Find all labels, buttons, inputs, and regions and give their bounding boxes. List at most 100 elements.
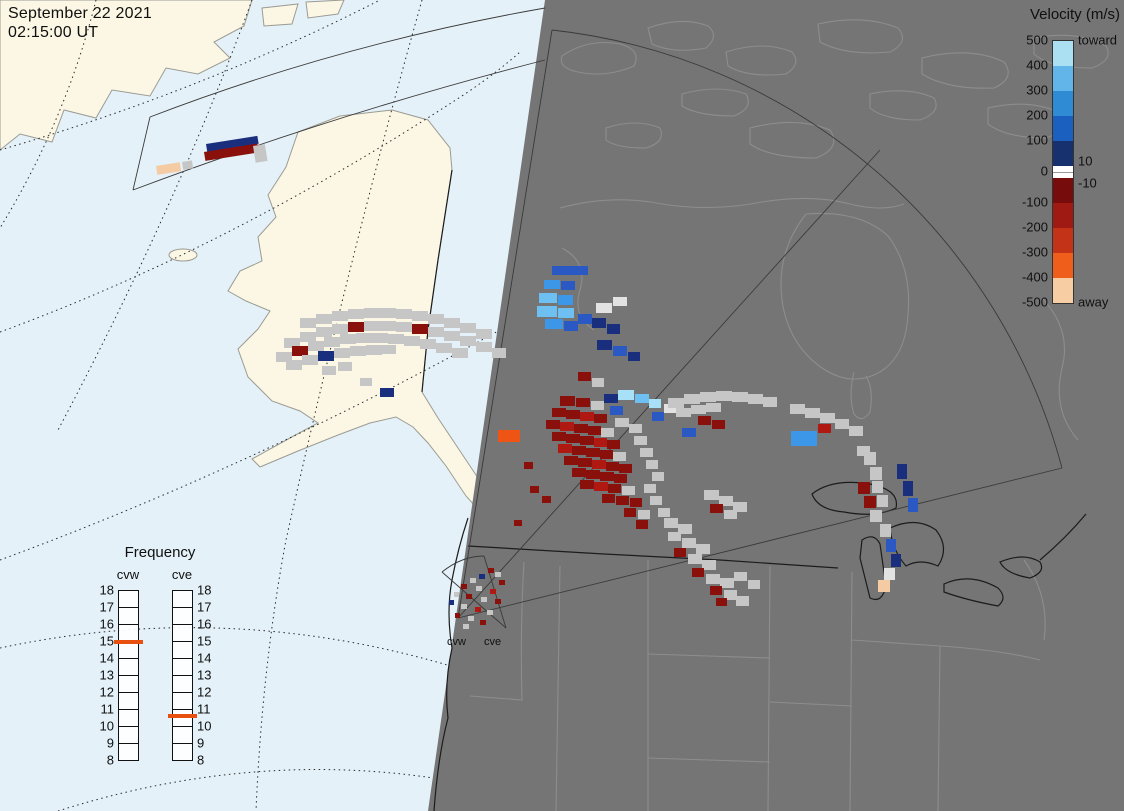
radar-echo-cell xyxy=(286,360,302,370)
radar-echo-cell xyxy=(748,580,760,589)
radar-echo-cell xyxy=(884,568,895,580)
radar-echo-cell xyxy=(544,280,560,289)
radar-echo-cell xyxy=(607,324,620,334)
radar-echo-cell xyxy=(668,398,684,408)
velocity-legend-title: Velocity (m/s) xyxy=(1029,6,1120,23)
timestamp: September 22 2021 02:15:00 UT xyxy=(8,4,152,42)
cve-fov-right-edge xyxy=(457,467,1063,619)
lake-ontario xyxy=(999,556,1043,579)
radar-echo-cell xyxy=(466,594,472,599)
hudson-bay xyxy=(780,212,910,380)
radar-echo-cell xyxy=(476,342,492,352)
radar-echo-cell xyxy=(594,438,607,447)
radar-echo-cell xyxy=(619,464,632,473)
radar-echo-cell xyxy=(316,314,332,324)
radar-echo-cell xyxy=(276,352,292,362)
frequency-tick-label: 13 xyxy=(99,667,114,683)
radar-echo-cell xyxy=(702,560,716,570)
frequency-marker-cve xyxy=(168,713,197,718)
radar-echo-cell xyxy=(498,430,520,442)
frequency-scale-cell xyxy=(172,658,193,676)
radar-echo-cell xyxy=(688,554,702,564)
radar-echo-cell xyxy=(444,331,460,341)
radar-echo-cell xyxy=(736,596,749,606)
radar-echo-cell xyxy=(608,484,621,493)
radar-echo-cell xyxy=(182,160,194,170)
frequency-scale-cell xyxy=(172,743,193,761)
time-text: 02:15:00 UT xyxy=(8,24,99,42)
radar-echo-cell xyxy=(763,397,777,407)
radar-echo-cell xyxy=(600,472,614,481)
radar-echo-cell xyxy=(622,486,635,495)
radar-echo-cell xyxy=(704,490,719,500)
velocity-tick-label: 300 xyxy=(1026,82,1048,98)
frequency-tick-label: 11 xyxy=(100,701,115,717)
radar-echo-cell xyxy=(635,394,649,403)
radar-echo-cell xyxy=(420,339,436,349)
radar-echo-cell xyxy=(596,303,612,313)
frequency-tick-label: 9 xyxy=(197,735,205,751)
frequency-tick-label: 18 xyxy=(99,582,114,598)
date-text: September 22 2021 xyxy=(8,5,152,22)
velocity-color-step xyxy=(1053,66,1073,91)
radar-echo-cell xyxy=(636,520,648,529)
velocity-tick-label: -10 xyxy=(1078,175,1097,191)
radar-echo-cell xyxy=(877,495,888,507)
velocity-tick-label: -400 xyxy=(1021,269,1048,285)
frequency-scale-cell xyxy=(118,743,139,761)
radar-echo-cell xyxy=(607,440,620,449)
radar-echo-cell xyxy=(578,458,592,467)
radar-echo-cell xyxy=(461,604,467,609)
radar-echo-cell xyxy=(204,143,259,161)
radar-echo-cell xyxy=(302,355,318,365)
radar-echo-cell xyxy=(864,452,876,465)
radar-echo-cell xyxy=(652,412,664,421)
radar-echo-cell xyxy=(691,405,706,414)
st-lawrence xyxy=(1039,513,1087,561)
radar-echo-cell xyxy=(733,502,747,512)
radar-echo-cell xyxy=(835,419,849,429)
cvw-fov-left-edge xyxy=(457,29,553,619)
radar-echo-cell xyxy=(638,510,650,519)
radar-echo-cell xyxy=(857,446,870,456)
lake-erie xyxy=(943,578,1004,607)
velocity-tick-label: -200 xyxy=(1021,219,1048,235)
frequency-scale-cell xyxy=(172,726,193,744)
velocity-color-step xyxy=(1053,116,1073,141)
radar-echo-cell xyxy=(463,624,469,629)
radar-echo-cell xyxy=(629,424,642,433)
radar-echo-cell xyxy=(805,408,820,418)
radar-echo-cell xyxy=(552,408,566,417)
radar-echo-cell xyxy=(350,346,366,356)
radar-echo-cell xyxy=(461,584,467,589)
radar-echo-cell xyxy=(601,428,614,437)
radar-echo-cell xyxy=(475,607,481,612)
velocity-tick-label: 0 xyxy=(1040,163,1048,179)
velocity-color-step xyxy=(1053,228,1073,253)
st-lawrence-island xyxy=(168,248,198,262)
borders-and-lakes xyxy=(421,169,1087,811)
night-coastlines xyxy=(469,19,1109,811)
radar-echo-cell xyxy=(628,352,640,361)
arctic-island xyxy=(305,0,345,19)
radar-echo-cell xyxy=(560,396,575,406)
velocity-tick-label: 200 xyxy=(1026,107,1048,123)
radar-echo-cell xyxy=(360,378,372,386)
radar-echo-cell xyxy=(592,460,606,469)
radar-echo-cell xyxy=(594,482,608,491)
radar-echo-cell xyxy=(878,580,890,592)
radar-echo-cell xyxy=(490,589,496,594)
radar-echo-cell xyxy=(586,448,600,457)
radar-echo-cell xyxy=(412,324,428,334)
frequency-tick-label: 13 xyxy=(197,667,212,683)
radar-echo-cell xyxy=(618,390,634,400)
radar-echo-cell xyxy=(908,498,918,512)
frequency-tick-label: 17 xyxy=(99,599,114,615)
radar-echo-cell xyxy=(460,336,476,346)
radar-echo-cell xyxy=(676,408,691,417)
radar-echo-cell xyxy=(481,597,487,602)
radar-echo-cell xyxy=(524,462,533,469)
radar-echo-cell xyxy=(566,410,580,419)
frequency-scale-cell xyxy=(172,641,193,659)
frequency-tick-label: 16 xyxy=(99,616,114,632)
